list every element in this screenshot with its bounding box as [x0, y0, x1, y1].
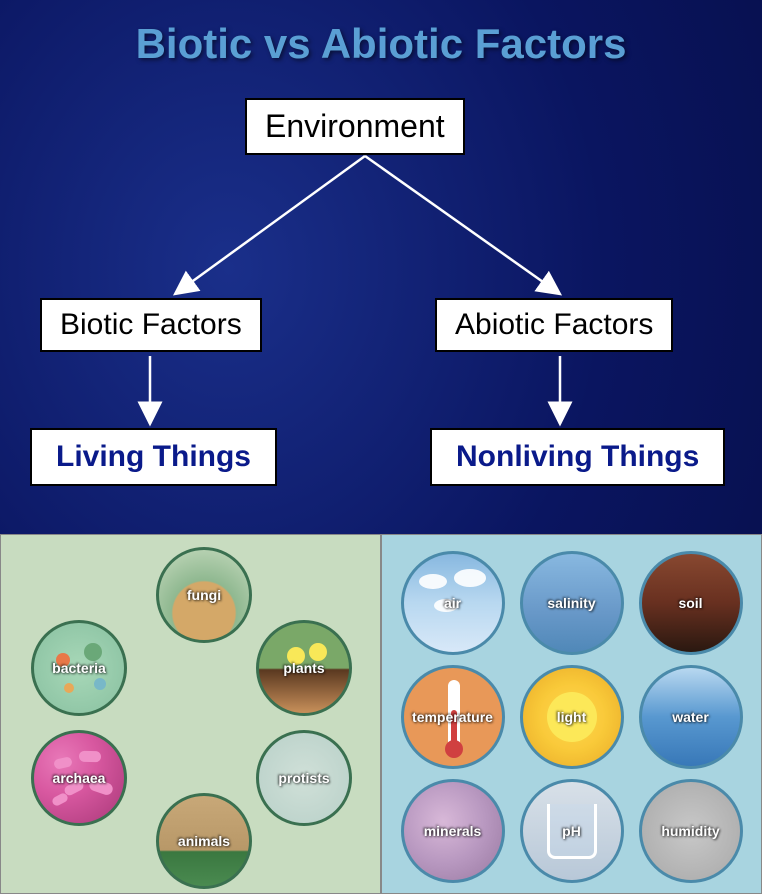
- abiotic-circle-ph: pH: [520, 779, 624, 883]
- abiotic-label-minerals: minerals: [404, 823, 502, 839]
- abiotic-circle-temperature: temperature: [401, 665, 505, 769]
- biotic-circle-fungi: fungi: [156, 547, 252, 643]
- abiotic-label-temperature: temperature: [404, 709, 502, 725]
- biotic-label-archaea: archaea: [34, 770, 124, 786]
- abiotic-panel: air salinity soil temperature light water mine…: [381, 534, 762, 894]
- abiotic-circle-humidity: humidity: [639, 779, 743, 883]
- node-living-things: Living Things: [30, 428, 277, 486]
- biotic-label-bacteria: bacteria: [34, 660, 124, 676]
- abiotic-circle-minerals: minerals: [401, 779, 505, 883]
- node-environment: Environment: [245, 98, 465, 155]
- biotic-circle-bacteria: bacteria: [31, 620, 127, 716]
- biotic-panel: fungi plants protists animals archaea bacteri…: [0, 534, 381, 894]
- examples-panels: fungi plants protists animals archaea bacteri…: [0, 534, 762, 894]
- biotic-circle-plants: plants: [256, 620, 352, 716]
- node-biotic-factors: Biotic Factors: [40, 298, 262, 352]
- flowchart-region: Environment Biotic Factors Abiotic Facto…: [0, 68, 762, 548]
- abiotic-label-soil: soil: [642, 595, 740, 611]
- abiotic-label-humidity: humidity: [642, 823, 740, 839]
- abiotic-label-air: air: [404, 595, 502, 611]
- biotic-circle-protists: protists: [256, 730, 352, 826]
- abiotic-circle-water: water: [639, 665, 743, 769]
- page-title: Biotic vs Abiotic Factors: [0, 0, 762, 68]
- biotic-label-fungi: fungi: [159, 587, 249, 603]
- abiotic-circle-soil: soil: [639, 551, 743, 655]
- biotic-circle-archaea: archaea: [31, 730, 127, 826]
- abiotic-label-salinity: salinity: [523, 595, 621, 611]
- abiotic-circle-air: air: [401, 551, 505, 655]
- biotic-label-protists: protists: [259, 770, 349, 786]
- abiotic-circle-light: light: [520, 665, 624, 769]
- abiotic-label-water: water: [642, 709, 740, 725]
- node-abiotic-factors: Abiotic Factors: [435, 298, 673, 352]
- abiotic-label-light: light: [523, 709, 621, 725]
- biotic-circle-animals: animals: [156, 793, 252, 889]
- node-nonliving-things: Nonliving Things: [430, 428, 725, 486]
- abiotic-label-ph: pH: [523, 823, 621, 839]
- abiotic-circle-salinity: salinity: [520, 551, 624, 655]
- biotic-label-plants: plants: [259, 660, 349, 676]
- biotic-label-animals: animals: [159, 833, 249, 849]
